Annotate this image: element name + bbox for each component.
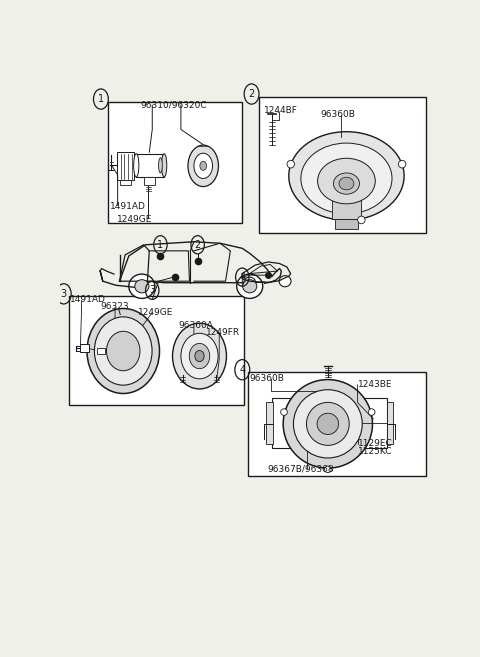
Text: 96360B: 96360B [250,374,285,383]
Bar [248,373,426,476]
Bar [144,177,155,185]
Text: 2: 2 [194,240,201,250]
Ellipse shape [158,158,162,173]
Text: 1243BE: 1243BE [359,380,393,389]
Text: 96360B: 96360B [321,110,355,119]
Ellipse shape [324,466,331,472]
Text: 2: 2 [249,89,255,99]
Ellipse shape [188,145,218,187]
Ellipse shape [368,409,375,415]
Ellipse shape [129,274,155,298]
Bar [69,296,244,405]
Ellipse shape [181,333,218,379]
Ellipse shape [339,177,354,190]
Bar [117,152,134,180]
Bar [97,348,105,353]
Ellipse shape [281,409,288,415]
Text: 1244BF: 1244BF [264,106,298,115]
Ellipse shape [172,323,227,389]
Text: 3: 3 [60,289,67,299]
Text: 1491AD: 1491AD [71,296,106,304]
Ellipse shape [318,158,375,204]
Ellipse shape [189,344,210,369]
Ellipse shape [358,216,365,224]
Bar [81,344,89,352]
Ellipse shape [293,390,362,458]
Text: 96367B/96368: 96367B/96368 [267,464,334,474]
Text: 4: 4 [239,272,245,282]
Ellipse shape [95,317,152,385]
Ellipse shape [334,173,360,194]
Text: 1249GE: 1249GE [117,215,152,224]
Ellipse shape [195,350,204,361]
Ellipse shape [107,331,140,371]
Ellipse shape [301,143,392,214]
Text: 1: 1 [157,240,164,250]
Bar [332,200,361,219]
Ellipse shape [398,160,406,168]
Ellipse shape [279,276,291,286]
Ellipse shape [87,309,159,394]
Text: 1249GE: 1249GE [138,307,173,317]
Text: 96360A: 96360A [178,321,213,330]
Ellipse shape [289,131,404,220]
Bar [120,180,132,185]
Bar [386,401,393,444]
Text: 96323: 96323 [100,302,129,311]
Ellipse shape [133,154,139,177]
Text: 3: 3 [149,285,156,295]
Text: 4: 4 [239,365,245,374]
Text: 1491AD: 1491AD [110,202,146,211]
Ellipse shape [317,413,338,434]
Ellipse shape [287,160,294,168]
Ellipse shape [306,402,349,445]
Ellipse shape [243,280,257,293]
Text: 1249FR: 1249FR [206,328,240,337]
Ellipse shape [237,274,263,298]
Ellipse shape [200,162,206,170]
Ellipse shape [194,153,213,179]
Text: 96310/96320C: 96310/96320C [140,100,207,109]
Ellipse shape [283,380,372,468]
Ellipse shape [244,277,256,288]
Bar [136,154,164,177]
Bar [266,401,273,444]
Text: 1125KC: 1125KC [359,447,393,456]
Text: 1129EC: 1129EC [359,439,393,448]
Bar [335,219,358,229]
Ellipse shape [162,154,167,177]
Text: 1: 1 [98,94,104,104]
Ellipse shape [135,280,149,293]
Bar [108,102,242,223]
Bar [272,397,387,448]
Bar [259,97,426,233]
